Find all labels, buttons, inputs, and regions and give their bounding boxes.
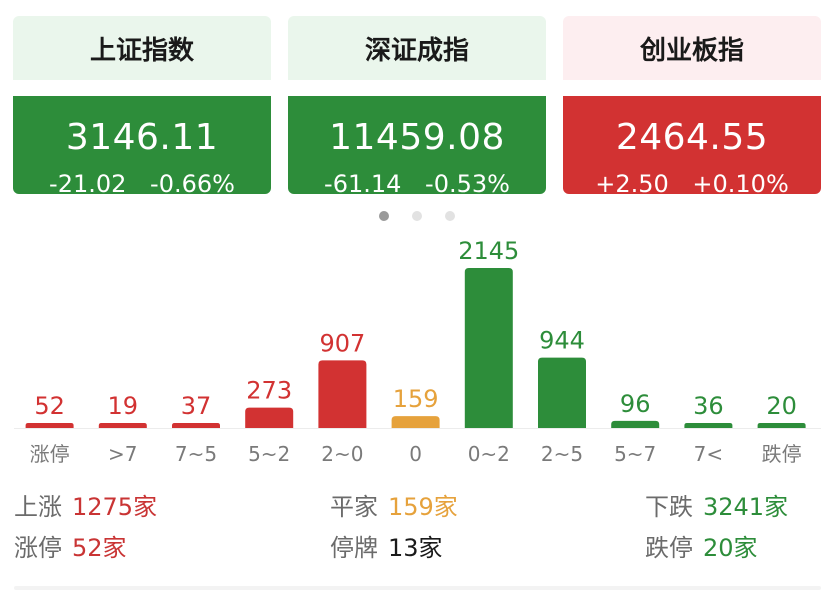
stat-label: 上涨 bbox=[14, 493, 62, 521]
category-label: 跌停 bbox=[762, 442, 802, 466]
stat-suspended: 停牌 13家 bbox=[330, 533, 443, 563]
page-dot[interactable] bbox=[412, 211, 422, 221]
stat-fall: 下跌 3241家 bbox=[645, 492, 788, 522]
bar[interactable] bbox=[318, 360, 367, 428]
index-card-shenzhen[interactable]: 深证成指 11459.08 -61.14 -0.53% bbox=[288, 16, 546, 194]
stat-limit-up: 涨停 52家 bbox=[14, 533, 127, 563]
category-label: 7~5 bbox=[175, 442, 217, 466]
index-pct: -0.53% bbox=[425, 170, 510, 194]
bar-value-label: 52 bbox=[34, 392, 65, 420]
stat-label: 平家 bbox=[330, 493, 378, 521]
category-label: 5~2 bbox=[248, 442, 290, 466]
bar-value-label: 944 bbox=[539, 327, 585, 355]
index-delta: -61.14 -0.53% bbox=[288, 170, 546, 194]
bar[interactable] bbox=[245, 407, 294, 428]
bar[interactable] bbox=[464, 268, 513, 428]
index-name: 创业板指 bbox=[563, 16, 821, 80]
bar-value-label: 907 bbox=[319, 329, 365, 357]
bar-value-label: 273 bbox=[246, 377, 292, 405]
bar[interactable] bbox=[538, 357, 586, 428]
category-label: >7 bbox=[108, 442, 137, 466]
index-pct: +0.10% bbox=[692, 170, 789, 194]
index-value: 11459.08 bbox=[329, 117, 505, 158]
stat-flat: 平家 159家 bbox=[330, 492, 458, 522]
index-delta: -21.02 -0.66% bbox=[13, 170, 271, 194]
bottom-divider bbox=[14, 586, 821, 590]
bar[interactable] bbox=[391, 416, 440, 428]
index-pct: -0.66% bbox=[150, 170, 235, 194]
category-label: 2~0 bbox=[321, 442, 363, 466]
stat-value: 20家 bbox=[703, 534, 758, 562]
index-card-chinext[interactable]: 创业板指 2464.55 +2.50 +0.10% bbox=[563, 16, 821, 194]
bar-value-label: 159 bbox=[393, 385, 439, 413]
stat-value: 3241家 bbox=[703, 493, 789, 521]
stat-label: 下跌 bbox=[645, 493, 693, 521]
page-dot[interactable] bbox=[379, 211, 389, 221]
bar-value-label: 36 bbox=[693, 392, 724, 420]
stat-rise: 上涨 1275家 bbox=[14, 492, 157, 522]
page-indicator[interactable] bbox=[0, 211, 835, 223]
stat-value: 52家 bbox=[72, 534, 127, 562]
stat-label: 涨停 bbox=[14, 534, 62, 562]
index-cards: 上证指数 3146.11 -21.02 -0.66% 深证成指 11459.08… bbox=[0, 0, 835, 200]
index-card-shanghai[interactable]: 上证指数 3146.11 -21.02 -0.66% bbox=[13, 16, 271, 194]
index-name: 深证成指 bbox=[288, 16, 546, 80]
index-delta: +2.50 +0.10% bbox=[563, 170, 821, 194]
stat-label: 停牌 bbox=[330, 534, 378, 562]
bar-value-label: 37 bbox=[181, 392, 212, 420]
category-label: 7< bbox=[694, 442, 723, 466]
index-quote: 3146.11 -21.02 -0.66% bbox=[13, 96, 271, 194]
category-label: 涨停 bbox=[30, 442, 70, 466]
stat-limit-down: 跌停 20家 bbox=[645, 533, 758, 563]
bar-value-label: 19 bbox=[108, 392, 139, 420]
bar-value-label: 20 bbox=[766, 392, 797, 420]
bar-value-label: 2145 bbox=[458, 237, 519, 265]
bar[interactable] bbox=[98, 423, 147, 428]
category-label: 5~7 bbox=[614, 442, 656, 466]
bar[interactable] bbox=[611, 420, 660, 428]
bar[interactable] bbox=[757, 423, 806, 428]
market-stats: 上涨 1275家 涨停 52家 平家 159家 停牌 13家 下跌 3241家 跌停 20家 bbox=[0, 488, 835, 568]
category-label: 0 bbox=[409, 442, 422, 466]
bar[interactable] bbox=[25, 423, 74, 428]
index-change: -61.14 bbox=[324, 170, 402, 194]
index-change: -21.02 bbox=[49, 170, 127, 194]
bar-value-label: 96 bbox=[620, 390, 651, 418]
stat-value: 159家 bbox=[388, 493, 458, 521]
index-value: 3146.11 bbox=[65, 117, 219, 158]
bar[interactable] bbox=[172, 423, 220, 428]
index-quote: 2464.55 +2.50 +0.10% bbox=[563, 96, 821, 194]
index-value: 2464.55 bbox=[615, 117, 769, 158]
distribution-bar-chart: 52 涨停 19 >7 37 7~5 273 5~2 907 2~0 159 0 2145 0~2 944 2… bbox=[14, 237, 821, 466]
index-quote: 11459.08 -61.14 -0.53% bbox=[288, 96, 546, 194]
category-label: 0~2 bbox=[468, 442, 510, 466]
page-dot[interactable] bbox=[445, 211, 455, 221]
bar[interactable] bbox=[684, 423, 733, 428]
category-label: 2~5 bbox=[541, 442, 583, 466]
index-name: 上证指数 bbox=[13, 16, 271, 80]
index-change: +2.50 bbox=[595, 170, 669, 194]
stat-label: 跌停 bbox=[645, 534, 693, 562]
stat-value: 13家 bbox=[388, 534, 443, 562]
stat-value: 1275家 bbox=[72, 493, 158, 521]
